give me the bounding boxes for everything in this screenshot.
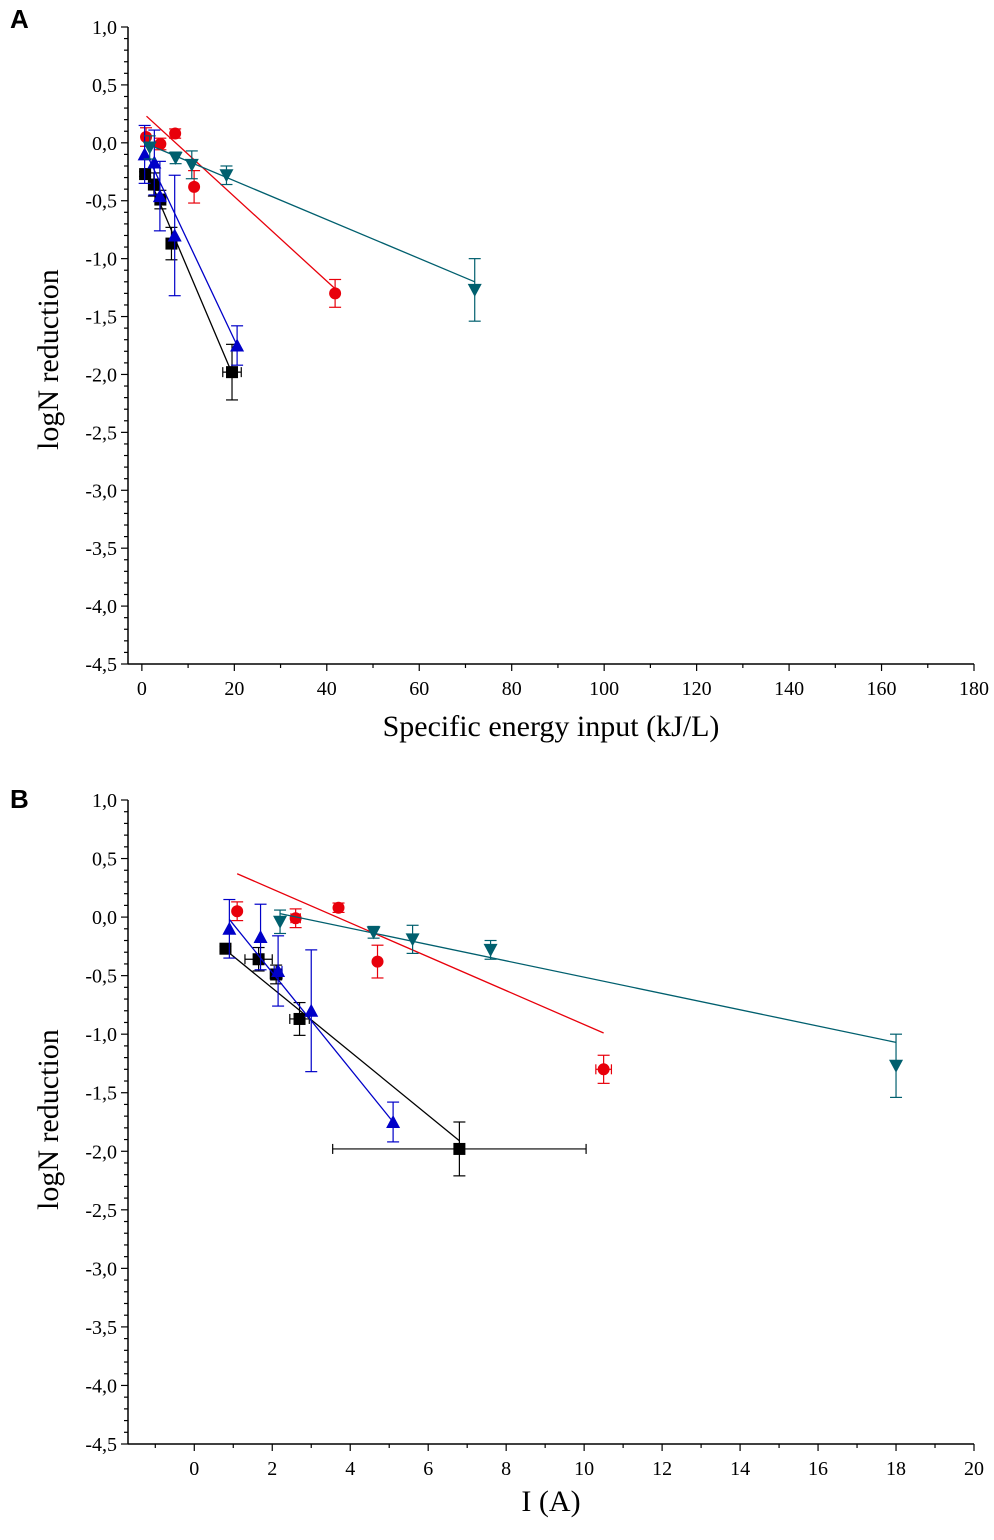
chart-b-x-axis-title: I (A) xyxy=(521,1485,581,1518)
chart-b-series-square-point xyxy=(252,953,265,966)
chart-b-x-tick-label: 10 xyxy=(574,1458,594,1480)
chart-a-x-tick-label: 60 xyxy=(409,678,429,700)
chart-a-series-triangle-down-point xyxy=(142,141,157,155)
chart-a-series-triangle-down-fit-line xyxy=(149,144,475,283)
chart-b-y-tick-label: -4,0 xyxy=(85,1375,117,1397)
chart-b-y-axis-title: logN reduction xyxy=(32,1029,65,1210)
chart-b-svg: 1,0 0,5 0,0 -0,5 -1,0 -1,5 -2,0 -2,5 -3,0 -3,5 -4,… xyxy=(85,790,984,1480)
chart-a-series-circle-point xyxy=(169,127,182,140)
chart-a-series-triangle-down-point xyxy=(168,151,183,165)
chart-a-y-tick-label: -3,5 xyxy=(85,538,117,560)
chart-a-y-tick-label: -2,5 xyxy=(85,422,117,444)
chart-a-y-axis-title: logN reduction xyxy=(32,269,65,450)
chart-a-y-tick-label: -4,0 xyxy=(85,596,117,618)
chart-a-series-circle-fit-line xyxy=(146,115,336,290)
chart-a-series-triangle-down-point xyxy=(467,283,482,297)
chart-a-series-triangle-up-point xyxy=(137,147,152,161)
chart-b-y-tick-label: -3,0 xyxy=(85,1258,117,1280)
chart-b-series-circle-point xyxy=(332,901,345,914)
chart-b-series-circle-point xyxy=(597,1063,610,1076)
chart-a-y-tick-label: -1,0 xyxy=(85,249,117,271)
chart-a-x-tick-label: 100 xyxy=(589,678,619,700)
chart-b-x-tick-label: 18 xyxy=(886,1458,906,1480)
chart-b-x-tick-label: 2 xyxy=(267,1458,277,1480)
chart-a-series-circle-point xyxy=(154,137,167,150)
chart-b-series-triangle-up-point xyxy=(271,963,286,977)
chart-a-series-circle-point xyxy=(188,180,201,193)
chart-b-y-tick-label: 0,0 xyxy=(92,907,117,929)
chart-b-series-triangle-down-point xyxy=(405,933,420,947)
chart-b-x-tick-label: 8 xyxy=(501,1458,511,1480)
chart-a-y-tick-label: -2,0 xyxy=(85,364,117,386)
chart-a-x-tick-label: 140 xyxy=(774,678,804,700)
chart-panel-b: B 1,0 0,5 0,0 -0,5 -1,0 -1,5 -2,0 -2,5 -3,0 -3,5 -… xyxy=(0,780,994,1540)
chart-a-series-circle-point xyxy=(140,131,153,144)
chart-b-x-tick-label: 12 xyxy=(652,1458,672,1480)
chart-b-x-tick-label: 0 xyxy=(189,1458,199,1480)
chart-panel-a: A 1,0 0,5 0,0 -0,5 -1,0 -1,5 -2,0 -2,5 -3,0 -3,5 -… xyxy=(0,0,994,760)
chart-b-y-tick-label: -2,0 xyxy=(85,1141,117,1163)
chart-a-y-tick-label: 0,5 xyxy=(92,75,117,97)
chart-b-y-tick-label: 0,5 xyxy=(92,849,117,871)
chart-a-x-tick-label: 120 xyxy=(682,678,712,700)
chart-b-series-square-point xyxy=(453,1142,466,1155)
chart-b-series-triangle-up-point xyxy=(253,929,268,943)
chart-b-series-triangle-up-point xyxy=(304,1003,319,1017)
chart-b-series-square-point xyxy=(293,1012,306,1025)
chart-b-y-tick-label: -2,5 xyxy=(85,1200,117,1222)
chart-b-series-triangle-down-fit-line xyxy=(279,912,897,1044)
chart-a-y-tick-label: 0,0 xyxy=(92,133,117,155)
chart-b-series-triangle-up-point xyxy=(386,1115,401,1128)
chart-b-x-tick-label: 20 xyxy=(964,1458,984,1480)
chart-a-x-tick-label: 80 xyxy=(502,678,522,700)
chart-b-y-tick-label: -4,5 xyxy=(85,1434,117,1456)
chart-a-x-axis-title: Specific energy input (kJ/L) xyxy=(382,710,720,743)
chart-b-series-triangle-down-point xyxy=(889,1059,904,1073)
chart-a-series-triangle-up-point xyxy=(167,228,182,242)
chart-b-series-circle-point xyxy=(289,912,302,925)
panel-letter-a: A xyxy=(10,4,29,34)
chart-b-y-tick-label: 1,0 xyxy=(92,790,117,812)
chart-b-series-circle-point xyxy=(371,955,384,968)
chart-a-x-tick-label: 20 xyxy=(224,678,244,700)
chart-b-y-tick-label: -1,0 xyxy=(85,1024,117,1046)
chart-b-x-tick-label: 14 xyxy=(730,1458,750,1480)
chart-b-series-triangle-down-point xyxy=(483,943,498,957)
chart-a-y-tick-label: 1,0 xyxy=(92,17,117,39)
chart-a-series-circle-point xyxy=(329,287,342,300)
chart-b-series-circle-point xyxy=(231,905,244,918)
chart-b-y-tick-label: -3,5 xyxy=(85,1317,117,1339)
chart-a-y-tick-label: -4,5 xyxy=(85,654,117,676)
chart-a-series-triangle-up-point xyxy=(147,155,162,169)
chart-b-y-tick-label: -0,5 xyxy=(85,966,117,988)
chart-b-series-circle-fit-line xyxy=(236,873,604,1034)
chart-a-series-triangle-up-point xyxy=(230,338,245,352)
chart-a-x-tick-label: 160 xyxy=(867,678,897,700)
chart-a-y-tick-label: -1,5 xyxy=(85,307,117,329)
chart-b-series-triangle-down-point xyxy=(273,915,288,929)
chart-b-x-tick-label: 4 xyxy=(345,1458,355,1480)
chart-a-x-tick-label: 0 xyxy=(137,678,147,700)
chart-b-x-tick-label: 6 xyxy=(423,1458,433,1480)
chart-b-series-triangle-up-point xyxy=(222,921,237,935)
chart-a-svg: 1,0 0,5 0,0 -0,5 -1,0 -1,5 -2,0 -2,5 -3,0 -3,5 -4,… xyxy=(85,17,989,700)
chart-b-series-triangle-down-point xyxy=(366,926,381,940)
chart-a-series-triangle-down-point xyxy=(184,158,199,172)
panel-letter-b: B xyxy=(10,784,29,814)
chart-b-series-square-point xyxy=(219,942,232,955)
chart-a-series-square-point xyxy=(226,366,239,379)
chart-a-x-tick-label: 40 xyxy=(317,678,337,700)
chart-a-y-tick-label: -0,5 xyxy=(85,191,117,213)
chart-a-series-triangle-down-point xyxy=(219,169,234,183)
chart-b-y-tick-label: -1,5 xyxy=(85,1083,117,1105)
chart-a-x-tick-label: 180 xyxy=(959,678,989,700)
chart-b-series-square-fit-line xyxy=(225,949,460,1142)
chart-b-x-tick-label: 16 xyxy=(808,1458,828,1480)
chart-a-series-triangle-up-point xyxy=(152,189,167,203)
chart-a-y-tick-label: -3,0 xyxy=(85,480,117,502)
